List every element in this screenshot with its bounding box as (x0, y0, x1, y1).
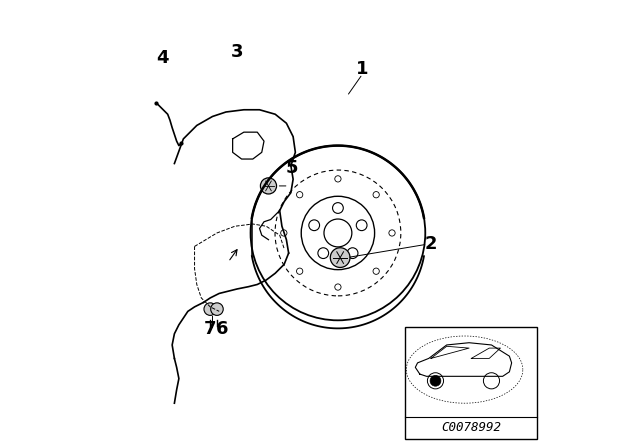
Text: 5: 5 (286, 159, 298, 177)
Text: 2: 2 (425, 235, 437, 253)
Text: 4: 4 (156, 49, 168, 67)
Text: C0078992: C0078992 (441, 421, 501, 435)
Circle shape (330, 248, 350, 267)
Text: 6: 6 (216, 320, 228, 338)
Circle shape (204, 303, 216, 315)
Circle shape (430, 375, 441, 386)
Text: 1: 1 (356, 60, 369, 78)
Text: 3: 3 (231, 43, 243, 60)
Circle shape (211, 303, 223, 315)
Circle shape (260, 178, 276, 194)
Text: 7: 7 (204, 320, 216, 338)
